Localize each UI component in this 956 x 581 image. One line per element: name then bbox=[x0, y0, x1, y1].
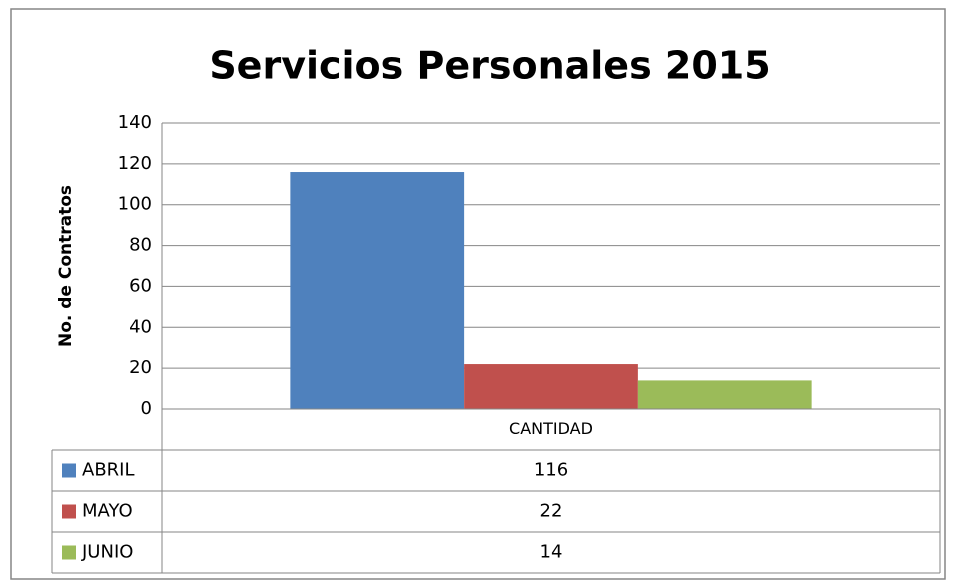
legend-key bbox=[62, 504, 76, 519]
y-tick-label: 100 bbox=[118, 194, 152, 215]
legend-label: ABRIL bbox=[82, 460, 135, 481]
chart-frame bbox=[10, 8, 946, 580]
y-tick-label: 80 bbox=[129, 235, 152, 256]
legend-label: JUNIO bbox=[81, 542, 133, 563]
table-value: 22 bbox=[540, 501, 563, 522]
y-tick-label: 60 bbox=[129, 275, 152, 296]
legend-label: MAYO bbox=[82, 501, 133, 522]
chart-title: Servicios Personales 2015 bbox=[209, 44, 770, 88]
y-tick-label: 20 bbox=[129, 357, 152, 378]
x-tick-label: CANTIDAD bbox=[509, 419, 593, 438]
legend-key bbox=[62, 545, 76, 560]
y-axis-title: No. de Contratos bbox=[56, 185, 76, 347]
table-value: 116 bbox=[534, 460, 568, 481]
y-tick-label: 0 bbox=[141, 398, 152, 419]
y-tick-label: 120 bbox=[118, 153, 152, 174]
legend-key bbox=[62, 463, 76, 478]
table-value: 14 bbox=[540, 542, 563, 563]
bar bbox=[464, 364, 638, 409]
bar bbox=[290, 172, 465, 409]
bar bbox=[637, 380, 812, 409]
y-tick-label: 140 bbox=[118, 112, 152, 133]
y-tick-label: 40 bbox=[129, 316, 152, 337]
